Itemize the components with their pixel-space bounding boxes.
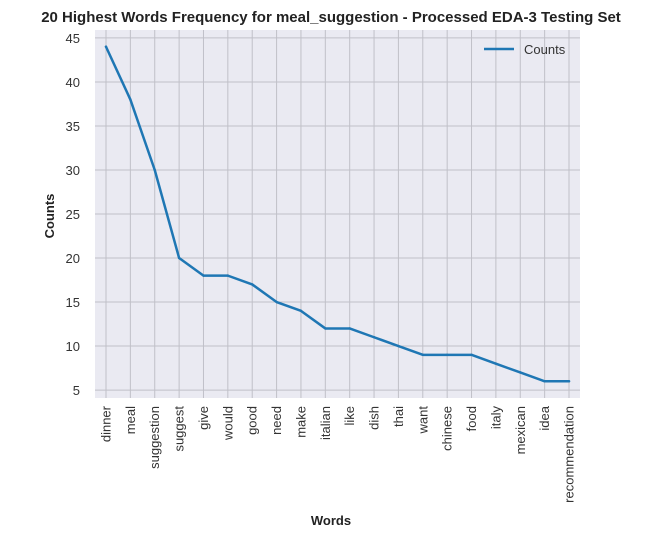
chart-title: 20 Highest Words Frequency for meal_sugg… [41, 9, 621, 26]
data-point [275, 300, 278, 304]
x-tick-label: thai [391, 406, 406, 427]
data-point [543, 380, 546, 383]
data-point [494, 362, 498, 365]
data-point [226, 274, 230, 277]
x-tick-label: recommendation [562, 406, 577, 503]
y-axis-label: Counts [42, 194, 57, 239]
data-point [299, 309, 303, 313]
y-axis-ticks: 5 10 15 20 25 30 35 40 45 [66, 31, 80, 398]
x-tick-label: meal [123, 406, 138, 434]
x-tick-label: make [293, 406, 308, 438]
x-tick-label: dinner [99, 405, 114, 442]
y-tick-label: 45 [66, 31, 80, 46]
legend: Counts [484, 42, 566, 57]
x-tick-label: suggest [172, 406, 187, 452]
y-tick-label: 10 [66, 339, 80, 354]
x-tick-label: give [196, 406, 211, 430]
data-point [324, 327, 327, 330]
x-tick-label: mexican [513, 406, 528, 454]
data-point [129, 98, 132, 101]
data-point [202, 274, 205, 277]
x-axis-ticks: dinner meal suggestion suggest give would good… [99, 405, 577, 503]
series-line-counts [104, 45, 571, 383]
x-tick-label: dish [367, 406, 382, 430]
data-point [567, 380, 571, 383]
data-point [421, 353, 424, 357]
y-tick-label: 30 [66, 163, 80, 178]
data-point [348, 327, 351, 330]
data-point [445, 353, 449, 357]
x-tick-label: food [464, 406, 479, 431]
x-tick-label: italian [318, 406, 333, 440]
x-tick-label: want [415, 406, 430, 435]
data-point [251, 283, 254, 286]
data-point [104, 45, 108, 48]
x-tick-label: like [342, 406, 357, 426]
gridlines [95, 30, 580, 398]
x-tick-label: good [245, 406, 260, 435]
y-tick-label: 35 [66, 119, 80, 134]
x-tick-label: would [220, 406, 235, 441]
data-point [470, 353, 473, 357]
y-tick-label: 5 [73, 383, 80, 398]
x-tick-label: suggestion [147, 406, 162, 469]
data-point [177, 256, 181, 260]
y-tick-label: 25 [66, 207, 80, 222]
y-tick-label: 40 [66, 75, 80, 90]
x-tick-label: idea [537, 405, 552, 430]
data-point [153, 168, 156, 172]
y-tick-label: 20 [66, 251, 80, 266]
data-point [372, 336, 376, 339]
x-tick-label: italy [488, 406, 503, 430]
series-lines [104, 45, 571, 383]
x-axis-label: Words [311, 513, 351, 528]
x-tick-label: chinese [440, 406, 455, 451]
legend-label-counts: Counts [524, 42, 566, 57]
y-tick-label: 15 [66, 295, 80, 310]
x-tick-label: need [269, 406, 284, 435]
data-point [397, 344, 400, 348]
data-point [519, 371, 522, 374]
